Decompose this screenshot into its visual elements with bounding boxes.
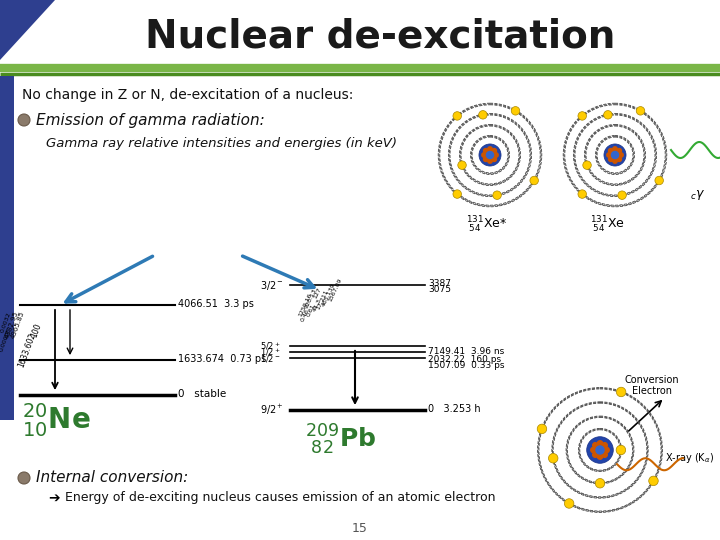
Text: $^{131}_{\ 54}$Xe: $^{131}_{\ 54}$Xe bbox=[590, 215, 625, 235]
Circle shape bbox=[487, 146, 493, 152]
Circle shape bbox=[453, 112, 462, 120]
Circle shape bbox=[492, 191, 501, 199]
Circle shape bbox=[601, 442, 608, 449]
Circle shape bbox=[595, 446, 605, 455]
Text: 0.00005: 0.00005 bbox=[0, 327, 13, 353]
Text: Emission of gamma radiation:: Emission of gamma radiation: bbox=[36, 112, 265, 127]
Circle shape bbox=[616, 156, 622, 162]
Text: 920.13: 920.13 bbox=[304, 288, 318, 310]
Circle shape bbox=[564, 499, 574, 508]
Circle shape bbox=[582, 161, 591, 170]
Circle shape bbox=[649, 476, 658, 485]
Circle shape bbox=[592, 451, 598, 458]
Circle shape bbox=[616, 446, 626, 455]
Text: 0.0032: 0.0032 bbox=[0, 311, 12, 333]
Circle shape bbox=[479, 111, 487, 119]
Polygon shape bbox=[0, 0, 55, 60]
Circle shape bbox=[597, 453, 603, 460]
Circle shape bbox=[578, 112, 587, 120]
Text: 1633.602: 1633.602 bbox=[17, 332, 37, 369]
Text: 4332.95: 4332.95 bbox=[4, 310, 19, 340]
Circle shape bbox=[592, 442, 598, 449]
Text: 0.61: 0.61 bbox=[306, 303, 316, 317]
Circle shape bbox=[483, 156, 489, 162]
Circle shape bbox=[618, 191, 626, 199]
Circle shape bbox=[587, 437, 613, 463]
Text: $^{131}_{\ 54}$Xe*: $^{131}_{\ 54}$Xe* bbox=[466, 215, 508, 235]
Text: 15: 15 bbox=[352, 522, 368, 535]
Circle shape bbox=[511, 106, 520, 115]
Text: ➔: ➔ bbox=[48, 491, 60, 505]
Text: 0   3.253 h: 0 3.253 h bbox=[428, 404, 481, 414]
Circle shape bbox=[601, 451, 608, 458]
Circle shape bbox=[578, 190, 587, 198]
Text: 1/2$^-$: 1/2$^-$ bbox=[260, 353, 281, 363]
Text: 3387: 3387 bbox=[428, 279, 451, 287]
Circle shape bbox=[604, 144, 626, 166]
Text: 5/2$^+$: 5/2$^+$ bbox=[260, 340, 281, 352]
Text: 1633.674  0.73 ps: 1633.674 0.73 ps bbox=[178, 354, 266, 364]
Text: 3/2$^-$: 3/2$^-$ bbox=[260, 279, 284, 292]
Text: 44.3: 44.3 bbox=[312, 298, 323, 313]
Circle shape bbox=[603, 111, 612, 119]
Circle shape bbox=[479, 144, 501, 166]
Circle shape bbox=[590, 447, 597, 453]
Text: X-ray (K$_\alpha$): X-ray (K$_\alpha$) bbox=[665, 450, 714, 464]
Circle shape bbox=[606, 152, 612, 158]
Text: 0.46: 0.46 bbox=[300, 308, 310, 322]
Text: 465.139: 465.139 bbox=[321, 282, 337, 308]
Circle shape bbox=[597, 440, 603, 447]
Circle shape bbox=[612, 146, 618, 152]
Text: 127: 127 bbox=[312, 287, 322, 300]
Text: 7149.41  3.96 ns: 7149.41 3.96 ns bbox=[428, 348, 504, 356]
Circle shape bbox=[636, 106, 644, 115]
Text: 100: 100 bbox=[30, 322, 42, 339]
Text: Energy of de-exciting nucleus causes emission of an atomic electron: Energy of de-exciting nucleus causes emi… bbox=[65, 491, 495, 504]
Circle shape bbox=[530, 176, 539, 185]
Text: 2032.22  160 ps: 2032.22 160 ps bbox=[428, 354, 501, 363]
Text: Conversion
Electron: Conversion Electron bbox=[625, 375, 680, 396]
Text: Nuclear de-excitation: Nuclear de-excitation bbox=[145, 18, 615, 56]
Circle shape bbox=[18, 472, 30, 484]
Circle shape bbox=[491, 156, 498, 162]
Circle shape bbox=[453, 190, 462, 198]
Circle shape bbox=[537, 424, 546, 434]
Text: $^{20}_{10}$Ne: $^{20}_{10}$Ne bbox=[22, 401, 91, 439]
Text: 1507.09  0.33 ps: 1507.09 0.33 ps bbox=[428, 361, 505, 370]
Text: 17.211: 17.211 bbox=[316, 289, 330, 311]
Circle shape bbox=[458, 161, 467, 170]
Text: No change in Z or N, de-excitation of a nucleus:: No change in Z or N, de-excitation of a … bbox=[22, 88, 354, 102]
Circle shape bbox=[616, 148, 622, 154]
Circle shape bbox=[608, 156, 613, 162]
Text: 1/2$^+$: 1/2$^+$ bbox=[260, 346, 281, 358]
Circle shape bbox=[481, 152, 487, 158]
Circle shape bbox=[603, 447, 610, 453]
Circle shape bbox=[486, 151, 494, 159]
Polygon shape bbox=[0, 76, 14, 420]
Text: 3075: 3075 bbox=[428, 286, 451, 294]
Circle shape bbox=[612, 158, 618, 164]
Text: 1567.09: 1567.09 bbox=[328, 278, 343, 302]
Circle shape bbox=[655, 176, 663, 185]
Text: Gamma ray relative intensities and energies (in keV): Gamma ray relative intensities and energ… bbox=[46, 137, 397, 150]
Circle shape bbox=[487, 158, 493, 164]
Text: 4965.85: 4965.85 bbox=[10, 310, 26, 340]
Text: $_c\gamma$: $_c\gamma$ bbox=[690, 188, 705, 202]
Circle shape bbox=[18, 114, 30, 126]
Circle shape bbox=[616, 387, 626, 397]
Circle shape bbox=[618, 152, 624, 158]
Text: 4066.51  3.3 ps: 4066.51 3.3 ps bbox=[178, 299, 254, 309]
Text: 0   stable: 0 stable bbox=[178, 389, 226, 399]
Circle shape bbox=[608, 148, 613, 154]
Circle shape bbox=[549, 454, 558, 463]
Circle shape bbox=[493, 152, 499, 158]
Text: 1259.16: 1259.16 bbox=[297, 292, 312, 318]
Circle shape bbox=[611, 151, 619, 159]
Text: 9/2$^+$: 9/2$^+$ bbox=[260, 403, 284, 417]
Text: $^{209}_{\ 82}$Pb: $^{209}_{\ 82}$Pb bbox=[305, 423, 377, 457]
Circle shape bbox=[491, 148, 498, 154]
Text: Internal conversion:: Internal conversion: bbox=[36, 470, 188, 485]
Circle shape bbox=[595, 478, 605, 488]
Circle shape bbox=[483, 148, 489, 154]
